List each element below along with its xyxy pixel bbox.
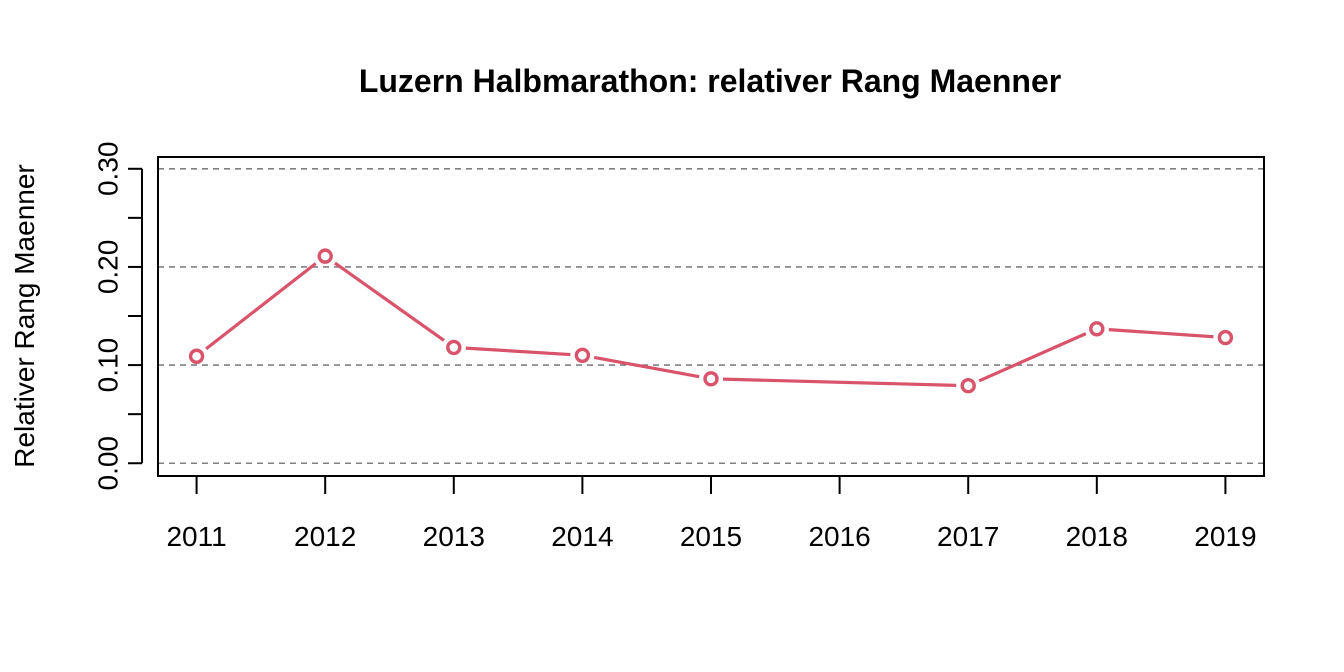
y-tick-label-0: 0.00 <box>92 436 123 491</box>
y-tick-label-3: 0.30 <box>92 142 123 197</box>
grid-lines <box>158 167 1264 465</box>
data-series <box>188 248 1234 394</box>
x-tick-label-1: 2012 <box>294 521 356 552</box>
y-axis-label: Relativer Rang Maenner <box>9 164 40 468</box>
series-0-point-2012 <box>317 248 333 264</box>
series-0-segment-3 <box>593 355 700 379</box>
plot-frame <box>157 156 1265 477</box>
x-tick-label-6: 2017 <box>937 521 999 552</box>
series-0-point-2019 <box>1217 329 1234 346</box>
series-0-segment-2 <box>465 346 571 357</box>
chart-title: Luzern Halbmarathon: relativer Rang Maen… <box>359 63 1061 99</box>
series-0-point-2014 <box>574 347 591 363</box>
series-0-point-2015 <box>703 371 719 387</box>
x-tick-label-4: 2015 <box>680 521 742 552</box>
series-0-point-2018 <box>1089 321 1105 337</box>
series-0-segment-1 <box>334 261 445 342</box>
x-tick-label-2: 2013 <box>423 521 485 552</box>
series-0-segment-6 <box>1108 327 1214 339</box>
series-0-segment-0 <box>205 262 317 351</box>
x-tick-label-7: 2018 <box>1066 521 1128 552</box>
x-tick-label-0: 2011 <box>166 521 226 552</box>
series-0-segment-5 <box>978 332 1087 383</box>
x-tick-label-8: 2019 <box>1194 521 1256 552</box>
series-0-segment-4 <box>722 377 957 387</box>
series-0-point-2013 <box>446 339 462 356</box>
series-0-point-2017 <box>960 377 976 394</box>
y-tick-label-2: 0.20 <box>92 240 123 295</box>
series-0-point-2011 <box>188 348 205 364</box>
axes: 0.00 0.10 0.20 0.30 2011 2012 2013 2014 2015 2016… <box>92 142 1256 552</box>
x-tick-label-3: 2014 <box>551 521 613 552</box>
x-tick-label-5: 2016 <box>808 521 870 552</box>
y-tick-label-1: 0.10 <box>92 338 123 393</box>
